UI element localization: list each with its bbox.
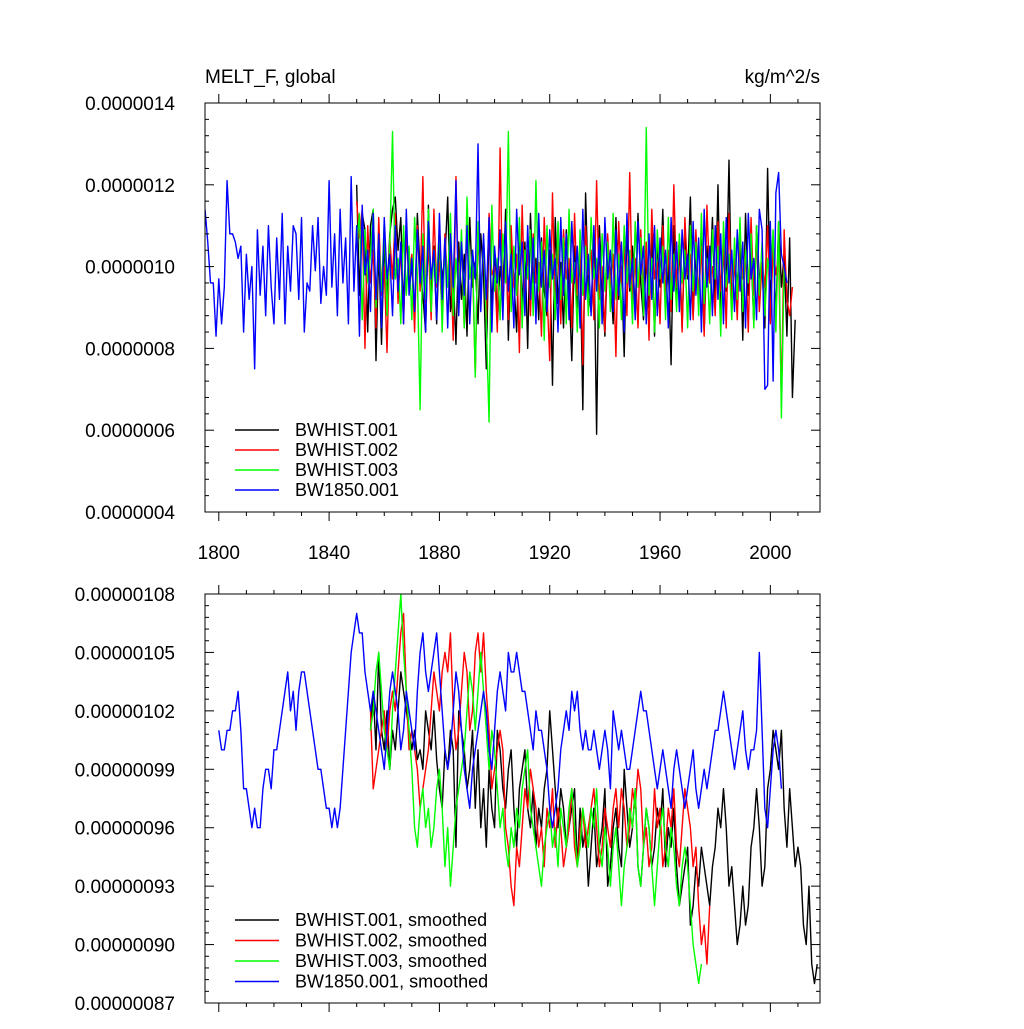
top-panel: 1800 1840 1880 1920 1960 2000 0.0000004 0.00000… [85,67,821,564]
y-tick-label: 0.00000108 [75,585,175,606]
plot-frame [204,593,821,1004]
chart-title: MELT_F, global [205,67,336,88]
legend-label: BWHIST.001 [295,420,398,440]
y-tick-label: 0.00000099 [75,760,175,781]
y-tick-label: 0.0000012 [85,176,175,197]
series-line-4 [218,612,783,829]
y-tick-label: 0.0000010 [85,258,175,279]
y-tick-label: 0.00000096 [75,819,175,840]
series-line-3 [369,594,703,985]
x-tick-label: 1800 [198,543,240,564]
legend-label: BW1850.001, smoothed [295,972,488,992]
bottom-panel: 0.00000087 0.00000090 0.00000093 0.00000096… [75,585,821,1015]
legend-label: BWHIST.003, smoothed [295,951,487,971]
legend-label: BWHIST.002 [295,440,398,460]
x-tick-label: 1880 [418,543,460,564]
y-tick-label: 0.00000105 [75,643,175,664]
x-tick-label: 2000 [749,543,791,564]
series-line-4 [205,143,788,390]
legend-label: BWHIST.001, smoothed [295,910,487,930]
legend-label: BW1850.001 [295,480,399,500]
x-tick-label: 1960 [639,543,681,564]
legend-label: BWHIST.003 [295,460,398,480]
y-tick-label: 0.0000008 [85,339,175,360]
y-tick-label: 0.0000006 [85,421,175,442]
y-tick-label: 0.00000087 [75,994,175,1015]
series-group [205,126,796,435]
series-group [218,594,818,985]
y-tick-label: 0.0000014 [85,94,175,115]
legend-label: BWHIST.002, smoothed [295,931,487,951]
units-label: kg/m^2/s [745,67,820,88]
y-tick-label: 0.00000093 [75,877,175,898]
plot-frame [204,102,821,513]
x-tick-label: 1920 [529,543,571,564]
series-line-2 [369,612,711,965]
y-tick-label: 0.00000102 [75,702,175,723]
y-tick-label: 0.00000090 [75,936,175,957]
y-tick-label: 0.0000004 [85,503,175,524]
x-tick-label: 1840 [308,543,350,564]
